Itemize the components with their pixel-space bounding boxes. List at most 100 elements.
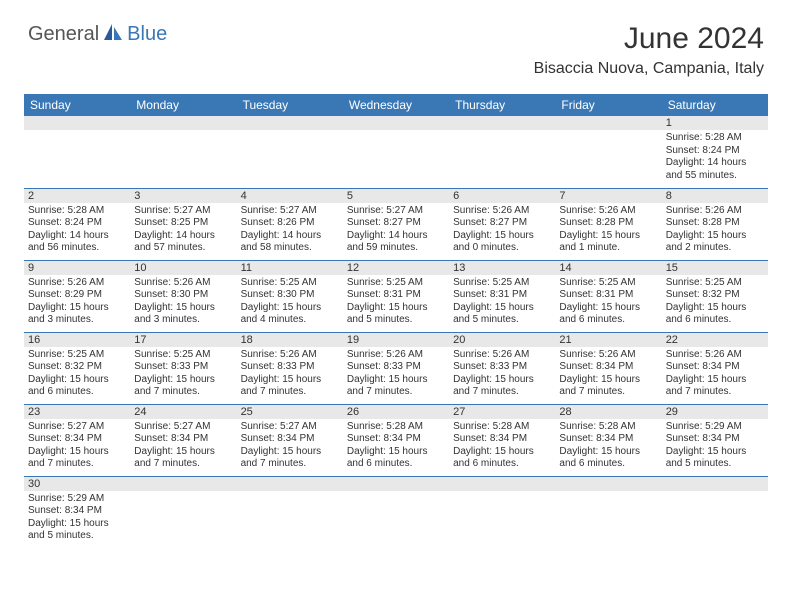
sunset-text: Sunset: 8:30 PM <box>134 289 232 302</box>
daylight-text: Daylight: 15 hours and 7 minutes. <box>28 446 126 471</box>
day-number: 8 <box>662 189 768 203</box>
calendar-cell: 26Sunrise: 5:28 AMSunset: 8:34 PMDayligh… <box>343 404 449 476</box>
calendar-cell: 5Sunrise: 5:27 AMSunset: 8:27 PMDaylight… <box>343 188 449 260</box>
daylight-text: Daylight: 15 hours and 7 minutes. <box>666 374 764 399</box>
day-number: 11 <box>237 261 343 275</box>
sunset-text: Sunset: 8:33 PM <box>134 361 232 374</box>
sunrise-text: Sunrise: 5:28 AM <box>347 421 445 434</box>
daylight-text: Daylight: 14 hours and 57 minutes. <box>134 230 232 255</box>
day-number: 23 <box>24 405 130 419</box>
day-number: 1 <box>662 116 768 130</box>
sunrise-text: Sunrise: 5:27 AM <box>241 205 339 218</box>
weekday-header: Saturday <box>662 94 768 116</box>
logo-text-general: General <box>28 23 99 46</box>
sunrise-text: Sunrise: 5:25 AM <box>559 277 657 290</box>
sunrise-text: Sunrise: 5:26 AM <box>559 205 657 218</box>
sunrise-text: Sunrise: 5:25 AM <box>28 349 126 362</box>
calendar-cell <box>24 116 130 188</box>
day-number <box>555 116 661 130</box>
calendar-cell: 10Sunrise: 5:26 AMSunset: 8:30 PMDayligh… <box>130 260 236 332</box>
daylight-text: Daylight: 15 hours and 6 minutes. <box>666 302 764 327</box>
weekday-header: Tuesday <box>237 94 343 116</box>
calendar-cell: 21Sunrise: 5:26 AMSunset: 8:34 PMDayligh… <box>555 332 661 404</box>
calendar-cell: 2Sunrise: 5:28 AMSunset: 8:24 PMDaylight… <box>24 188 130 260</box>
sunset-text: Sunset: 8:28 PM <box>666 217 764 230</box>
sunrise-text: Sunrise: 5:27 AM <box>241 421 339 434</box>
sunset-text: Sunset: 8:26 PM <box>241 217 339 230</box>
month-title: June 2024 <box>534 22 764 56</box>
daylight-text: Daylight: 15 hours and 2 minutes. <box>666 230 764 255</box>
day-number <box>343 116 449 130</box>
day-number: 10 <box>130 261 236 275</box>
daylight-text: Daylight: 14 hours and 56 minutes. <box>28 230 126 255</box>
day-number: 6 <box>449 189 555 203</box>
calendar-cell: 22Sunrise: 5:26 AMSunset: 8:34 PMDayligh… <box>662 332 768 404</box>
sunrise-text: Sunrise: 5:28 AM <box>453 421 551 434</box>
day-number: 20 <box>449 333 555 347</box>
calendar-row: 16Sunrise: 5:25 AMSunset: 8:32 PMDayligh… <box>24 332 768 404</box>
daylight-text: Daylight: 15 hours and 7 minutes. <box>559 374 657 399</box>
daylight-text: Daylight: 15 hours and 3 minutes. <box>134 302 232 327</box>
day-number <box>449 477 555 491</box>
day-number: 13 <box>449 261 555 275</box>
day-number <box>662 477 768 491</box>
day-number: 26 <box>343 405 449 419</box>
day-number <box>343 477 449 491</box>
sunset-text: Sunset: 8:25 PM <box>134 217 232 230</box>
sunrise-text: Sunrise: 5:26 AM <box>241 349 339 362</box>
calendar-cell: 1Sunrise: 5:28 AMSunset: 8:24 PMDaylight… <box>662 116 768 188</box>
sunset-text: Sunset: 8:33 PM <box>241 361 339 374</box>
daylight-text: Daylight: 14 hours and 58 minutes. <box>241 230 339 255</box>
sunset-text: Sunset: 8:34 PM <box>666 361 764 374</box>
calendar-cell: 13Sunrise: 5:25 AMSunset: 8:31 PMDayligh… <box>449 260 555 332</box>
sunrise-text: Sunrise: 5:29 AM <box>666 421 764 434</box>
day-number <box>130 116 236 130</box>
day-number: 14 <box>555 261 661 275</box>
day-number: 18 <box>237 333 343 347</box>
calendar-cell: 12Sunrise: 5:25 AMSunset: 8:31 PMDayligh… <box>343 260 449 332</box>
daylight-text: Daylight: 15 hours and 7 minutes. <box>134 446 232 471</box>
day-number: 27 <box>449 405 555 419</box>
sunrise-text: Sunrise: 5:27 AM <box>28 421 126 434</box>
sunset-text: Sunset: 8:31 PM <box>347 289 445 302</box>
sunset-text: Sunset: 8:24 PM <box>28 217 126 230</box>
day-number: 21 <box>555 333 661 347</box>
calendar-row: 2Sunrise: 5:28 AMSunset: 8:24 PMDaylight… <box>24 188 768 260</box>
logo: General Blue <box>28 22 167 47</box>
day-number <box>237 116 343 130</box>
sunset-text: Sunset: 8:27 PM <box>347 217 445 230</box>
calendar-cell: 7Sunrise: 5:26 AMSunset: 8:28 PMDaylight… <box>555 188 661 260</box>
calendar-cell <box>237 476 343 548</box>
sunrise-text: Sunrise: 5:26 AM <box>347 349 445 362</box>
sunset-text: Sunset: 8:30 PM <box>241 289 339 302</box>
calendar-cell: 24Sunrise: 5:27 AMSunset: 8:34 PMDayligh… <box>130 404 236 476</box>
day-number <box>130 477 236 491</box>
day-number: 2 <box>24 189 130 203</box>
calendar-cell: 20Sunrise: 5:26 AMSunset: 8:33 PMDayligh… <box>449 332 555 404</box>
sunrise-text: Sunrise: 5:26 AM <box>28 277 126 290</box>
calendar-cell <box>662 476 768 548</box>
daylight-text: Daylight: 15 hours and 6 minutes. <box>453 446 551 471</box>
calendar-row: 23Sunrise: 5:27 AMSunset: 8:34 PMDayligh… <box>24 404 768 476</box>
sunrise-text: Sunrise: 5:26 AM <box>453 205 551 218</box>
day-number: 15 <box>662 261 768 275</box>
daylight-text: Daylight: 15 hours and 7 minutes. <box>134 374 232 399</box>
header: General Blue June 2024 Bisaccia Nuova, C… <box>0 0 792 86</box>
calendar-cell <box>343 476 449 548</box>
sunrise-text: Sunrise: 5:25 AM <box>241 277 339 290</box>
daylight-text: Daylight: 15 hours and 6 minutes. <box>559 302 657 327</box>
calendar-cell: 3Sunrise: 5:27 AMSunset: 8:25 PMDaylight… <box>130 188 236 260</box>
daylight-text: Daylight: 15 hours and 1 minute. <box>559 230 657 255</box>
calendar-cell: 19Sunrise: 5:26 AMSunset: 8:33 PMDayligh… <box>343 332 449 404</box>
day-number: 19 <box>343 333 449 347</box>
sunset-text: Sunset: 8:34 PM <box>134 433 232 446</box>
day-number: 28 <box>555 405 661 419</box>
daylight-text: Daylight: 15 hours and 5 minutes. <box>28 518 126 543</box>
calendar-cell <box>130 116 236 188</box>
day-number: 7 <box>555 189 661 203</box>
day-number: 30 <box>24 477 130 491</box>
daylight-text: Daylight: 14 hours and 55 minutes. <box>666 157 764 182</box>
daylight-text: Daylight: 15 hours and 4 minutes. <box>241 302 339 327</box>
sail-icon <box>102 22 124 47</box>
sunset-text: Sunset: 8:31 PM <box>453 289 551 302</box>
